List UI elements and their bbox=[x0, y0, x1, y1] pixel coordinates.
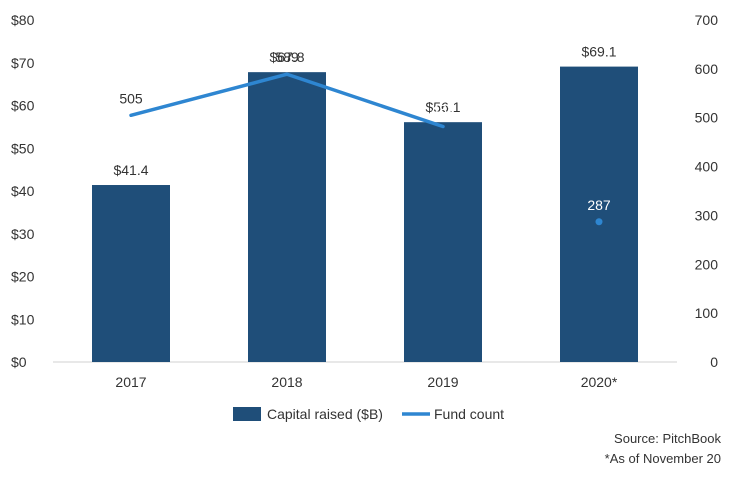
line-data-label: 589 bbox=[275, 49, 299, 65]
fund-count-line bbox=[129, 72, 445, 129]
footnote: *As of November 20 bbox=[605, 451, 721, 466]
x-axis-tick-label: 2017 bbox=[115, 374, 146, 390]
legend-swatch-capital-raised bbox=[233, 407, 261, 421]
bar-data-label: $69.1 bbox=[581, 44, 616, 60]
left-axis-tick-label: $70 bbox=[11, 55, 35, 71]
bar-2018 bbox=[248, 72, 326, 362]
left-axis-tick-labels: $0 $10 $20 $30 $40 $50 $60 $70 $80 bbox=[11, 12, 35, 370]
left-axis-tick-label: $30 bbox=[11, 226, 35, 242]
legend-label-capital-raised: Capital raised ($B) bbox=[267, 406, 383, 422]
x-axis-tick-label: 2020* bbox=[581, 374, 618, 390]
line-series-fund-count bbox=[129, 72, 603, 226]
bar-data-label: $67.8 bbox=[269, 49, 304, 65]
bar-series-capital-raised bbox=[92, 66, 638, 362]
left-axis-tick-label: $60 bbox=[11, 98, 35, 114]
x-axis-tick-labels: 2017 2018 2019 2020* bbox=[115, 374, 617, 390]
x-axis-tick-label: 2019 bbox=[427, 374, 458, 390]
right-axis-tick-label: 100 bbox=[695, 305, 719, 321]
bar-data-label: $56.1 bbox=[425, 99, 460, 115]
bar-2019 bbox=[404, 122, 482, 362]
right-axis-tick-label: 300 bbox=[695, 207, 719, 223]
bar-2020 bbox=[560, 66, 638, 362]
source-note: Source: PitchBook bbox=[614, 431, 721, 446]
bar-data-label: $41.4 bbox=[113, 162, 148, 178]
line-data-label: 482 bbox=[431, 102, 455, 118]
legend-label-fund-count: Fund count bbox=[434, 406, 504, 422]
right-axis-tick-label: 400 bbox=[695, 159, 719, 175]
right-axis-tick-label: 600 bbox=[695, 61, 719, 77]
right-axis-tick-label: 500 bbox=[695, 110, 719, 126]
left-axis-tick-label: $0 bbox=[11, 354, 27, 370]
right-axis-tick-labels: 0 100 200 300 400 500 600 700 bbox=[695, 12, 719, 370]
right-axis-tick-label: 200 bbox=[695, 256, 719, 272]
left-axis-tick-label: $80 bbox=[11, 12, 35, 28]
right-axis-tick-label: 700 bbox=[695, 12, 719, 28]
left-axis-tick-label: $10 bbox=[11, 311, 35, 327]
line-data-label: 287 bbox=[587, 197, 611, 213]
bar-2017 bbox=[92, 185, 170, 362]
x-axis-tick-label: 2018 bbox=[271, 374, 302, 390]
line-data-label: 505 bbox=[119, 90, 143, 106]
right-axis-tick-label: 0 bbox=[710, 354, 718, 370]
left-axis-tick-label: $20 bbox=[11, 269, 35, 285]
line-data-labels: 505 589 482 287 bbox=[119, 49, 611, 213]
legend: Capital raised ($B) Fund count bbox=[233, 406, 504, 422]
bar-data-labels: $41.4 $67.8 $56.1 $69.1 bbox=[113, 44, 616, 178]
left-axis-tick-label: $50 bbox=[11, 140, 35, 156]
fund-count-point-2020 bbox=[595, 218, 603, 226]
left-axis-tick-label: $40 bbox=[11, 183, 35, 199]
